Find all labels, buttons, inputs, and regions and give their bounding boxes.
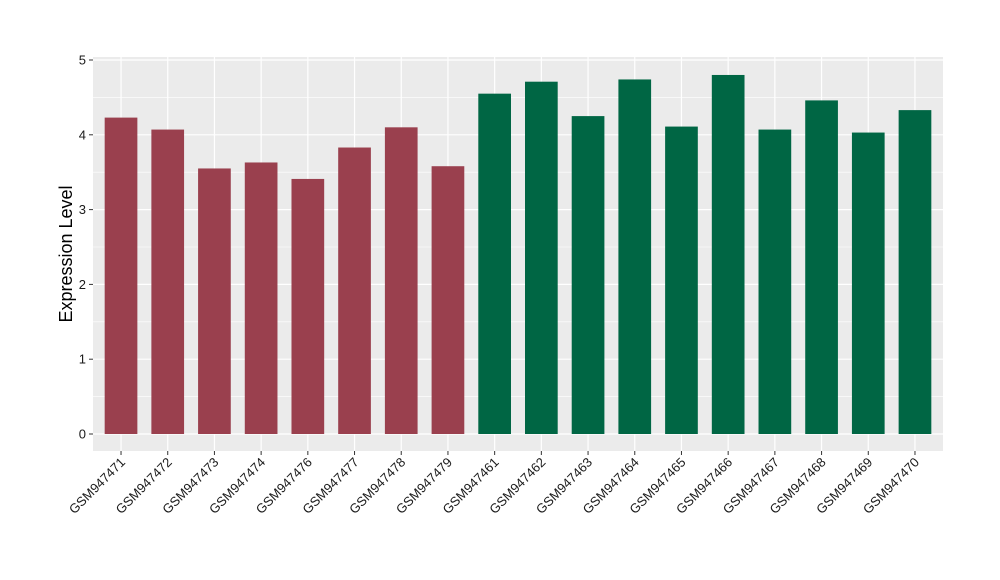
x-axis-ticks: GSM947471GSM947472GSM947473GSM947474GSM9… [66,451,922,517]
y-tick-label: 3 [79,202,86,217]
bar-GSM947469 [851,132,885,434]
bars [104,74,932,435]
bar-GSM947476 [291,178,325,434]
y-tick-label: 4 [79,127,86,142]
y-axis-title: Expression Level [56,185,76,322]
minor-gridlines [93,97,943,397]
bar-GSM947478 [384,127,418,434]
bar-GSM947462 [525,81,558,434]
bar-GSM947464 [618,79,652,434]
bar-GSM947472 [151,129,185,434]
bar-GSM947463 [571,116,605,434]
bar-GSM947467 [758,129,792,434]
y-tick-label: 5 [79,53,86,68]
bar-GSM947479 [431,166,465,434]
bar-GSM947468 [805,100,838,434]
bar-GSM947465 [665,126,698,435]
y-tick-label: 1 [79,352,86,367]
bar-GSM947473 [198,168,231,434]
y-tick-label: 2 [79,277,86,292]
bar-GSM947470 [898,110,932,434]
y-tick-label: 0 [79,427,86,442]
bar-GSM947466 [711,74,745,435]
y-axis-ticks: 0 1 2 3 4 5 [79,53,93,442]
bar-GSM947477 [338,147,371,435]
bar-GSM947471 [104,117,138,434]
bar-GSM947461 [478,93,511,434]
bar-GSM947474 [244,162,278,434]
plot-panel [93,57,943,451]
